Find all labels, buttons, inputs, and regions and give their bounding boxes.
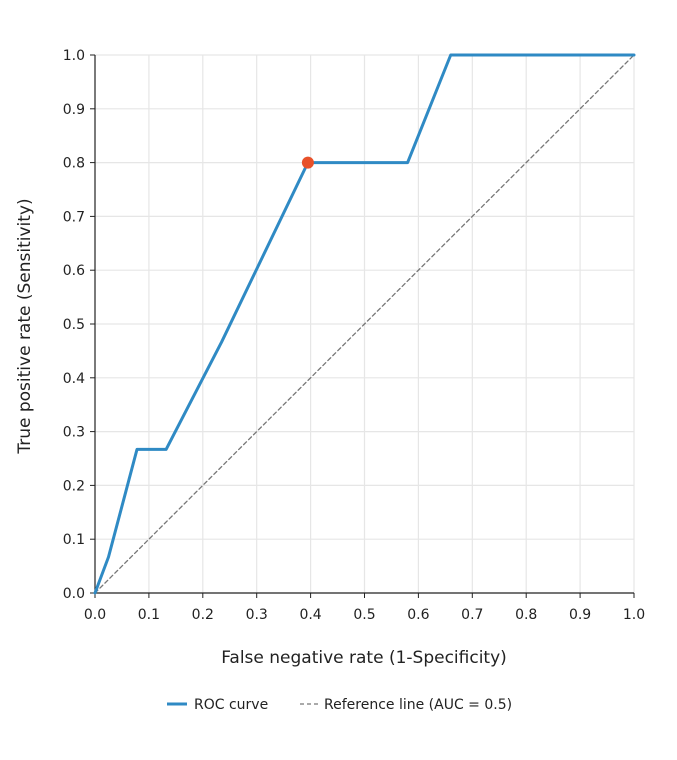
x-tick-label: 0.3 <box>246 607 268 623</box>
x-axis-title: False negative rate (1-Specificity) <box>221 648 507 668</box>
y-tick-label: 0.6 <box>63 263 85 279</box>
y-tick-label: 0.2 <box>63 478 85 494</box>
y-axis-title: True positive rate (Sensitivity) <box>15 198 35 454</box>
y-tick-label: 0.1 <box>63 532 85 548</box>
legend-label-reference: Reference line (AUC = 0.5) <box>324 697 512 713</box>
highlight <box>301 156 314 169</box>
y-tick-label: 0.3 <box>63 425 85 441</box>
x-tick-label: 0.7 <box>461 607 483 623</box>
y-tick-label: 0.8 <box>63 156 85 172</box>
x-tick-labels: 0.0 0.1 0.2 0.3 0.4 0.5 0.6 0.7 0.8 0.9 1.0 <box>84 593 645 623</box>
series <box>93 53 636 595</box>
x-tick-label: 0.6 <box>407 607 429 623</box>
y-tick-label: 1.0 <box>63 48 85 64</box>
y-tick-label: 0.0 <box>63 586 85 602</box>
roc-curve-line <box>93 53 636 595</box>
x-tick-label: 0.8 <box>515 607 537 623</box>
y-tick-label: 0.5 <box>63 317 85 333</box>
x-tick-label: 0.1 <box>138 607 160 623</box>
legend: ROC curve Reference line (AUC = 0.5) <box>167 697 512 713</box>
y-tick-labels: 0.0 0.1 0.2 0.3 0.4 0.5 0.6 0.7 0.8 0.9 1.0 <box>63 48 95 602</box>
x-tick-label: 0.9 <box>569 607 591 623</box>
x-tick-label: 0.2 <box>192 607 214 623</box>
y-tick-label: 0.9 <box>63 102 85 118</box>
x-tick-label: 0.0 <box>84 607 106 623</box>
y-tick-label: 0.7 <box>63 209 85 225</box>
legend-label-roc: ROC curve <box>194 697 268 713</box>
reference-line <box>94 54 635 594</box>
x-tick-label: 0.5 <box>353 607 375 623</box>
optimal-cutoff-point <box>301 156 314 169</box>
x-tick-label: 1.0 <box>623 607 645 623</box>
y-tick-label: 0.4 <box>63 371 85 387</box>
x-tick-label: 0.4 <box>299 607 321 623</box>
